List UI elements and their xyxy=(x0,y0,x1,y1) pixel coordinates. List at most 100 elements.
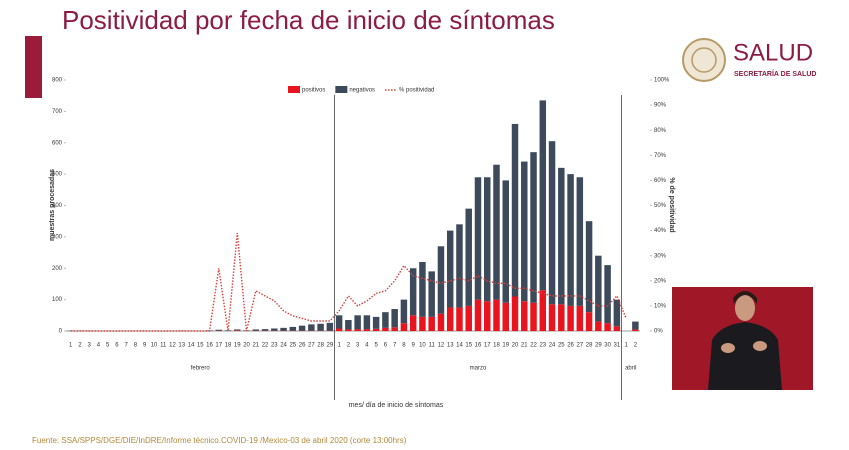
bar xyxy=(474,299,482,331)
bar xyxy=(613,326,621,331)
bar xyxy=(261,329,269,331)
bar xyxy=(382,327,389,331)
y2-tick-label: 80% xyxy=(654,128,667,134)
group-label: marzo xyxy=(470,366,487,372)
x-tick-label: 14 xyxy=(188,343,195,349)
x-tick-label: 13 xyxy=(178,343,185,349)
bar xyxy=(382,312,389,328)
x-tick-label: 1 xyxy=(337,343,341,349)
y2-tick-label: 40% xyxy=(654,228,667,234)
x-tick-label: 5 xyxy=(106,343,110,349)
y2-tick-label: 50% xyxy=(654,203,667,209)
bar xyxy=(632,321,639,330)
bar xyxy=(595,321,602,331)
x-tick-label: 9 xyxy=(412,343,416,349)
y-tick-label: 0 xyxy=(59,329,63,335)
legend-swatch xyxy=(335,86,348,93)
x-tick-label: 27 xyxy=(308,343,315,349)
legend-label: negativos xyxy=(349,88,375,94)
y2-tick-label: 100% xyxy=(654,78,670,84)
bar xyxy=(317,323,324,331)
x-tick-label: 8 xyxy=(402,343,406,349)
bar xyxy=(465,305,472,331)
x-tick-label: 8 xyxy=(134,343,138,349)
x-tick-label: 5 xyxy=(374,343,378,349)
accent-bar xyxy=(25,36,42,98)
x-tick-label: 13 xyxy=(447,343,454,349)
x-tick-label: 20 xyxy=(512,343,519,349)
bar xyxy=(326,322,334,331)
x-tick-label: 21 xyxy=(521,343,528,349)
bar xyxy=(391,327,398,331)
x-tick-label: 23 xyxy=(271,343,278,349)
x-tick-label: 18 xyxy=(493,343,500,349)
x-tick-label: 7 xyxy=(125,343,129,349)
bar xyxy=(493,164,500,300)
bar xyxy=(446,230,454,308)
x-tick-label: 7 xyxy=(393,343,397,349)
interpreter-hair xyxy=(733,291,757,304)
source-note: Fuente: SSA/SPPS/DGE/DIE/InDRE/Informe t… xyxy=(32,436,407,445)
bar xyxy=(215,329,222,331)
x-tick-label: 12 xyxy=(438,343,445,349)
x-tick-label: 15 xyxy=(197,343,204,349)
bar xyxy=(484,301,491,331)
x-tick-label: 26 xyxy=(299,343,306,349)
bar xyxy=(252,329,260,331)
bar xyxy=(456,224,463,308)
bar xyxy=(604,265,611,324)
x-tick-label: 4 xyxy=(97,343,101,349)
bar xyxy=(548,304,556,331)
bar xyxy=(419,316,426,331)
bar xyxy=(530,302,537,331)
bar xyxy=(446,307,454,331)
bar xyxy=(391,309,398,328)
x-tick-label: 29 xyxy=(595,343,602,349)
bar xyxy=(521,301,528,331)
bar xyxy=(409,268,417,316)
y-tick-label: 800 xyxy=(52,78,63,84)
bar xyxy=(363,315,371,330)
bar xyxy=(400,323,408,331)
x-tick-label: 1 xyxy=(69,343,73,349)
x-tick-label: 1 xyxy=(624,343,628,349)
bar xyxy=(372,316,380,329)
bar xyxy=(493,299,500,331)
x-axis-title: mes/ día de inicio de síntomas xyxy=(349,402,444,409)
y-tick-label: 500 xyxy=(52,172,63,178)
x-tick-label: 30 xyxy=(604,343,611,349)
x-tick-label: 16 xyxy=(475,343,482,349)
bar xyxy=(354,329,361,331)
legend-label: % positividad xyxy=(399,88,434,94)
bar xyxy=(345,320,352,330)
bar xyxy=(632,329,639,331)
x-tick-label: 29 xyxy=(327,343,334,349)
bar xyxy=(409,315,417,331)
x-tick-label: 9 xyxy=(143,343,147,349)
x-tick-label: 3 xyxy=(87,343,91,349)
bar xyxy=(530,152,537,303)
x-tick-label: 3 xyxy=(356,343,360,349)
x-tick-label: 17 xyxy=(215,343,222,349)
logo: SALUD SECRETARÍA DE SALUD xyxy=(682,38,816,82)
y2-tick-label: 0% xyxy=(654,329,663,335)
bar xyxy=(428,316,435,331)
interpreter-hand xyxy=(753,341,767,351)
bar xyxy=(585,221,593,313)
bar xyxy=(308,324,315,331)
logo-text: SALUD xyxy=(733,39,813,66)
y-tick-label: 600 xyxy=(52,140,63,146)
y2-tick-label: 60% xyxy=(654,178,667,184)
bar xyxy=(613,299,621,327)
bar xyxy=(484,177,491,302)
y-tick-label: 200 xyxy=(52,266,63,272)
bar xyxy=(400,299,408,324)
bar xyxy=(428,271,435,317)
bar xyxy=(558,167,565,305)
x-tick-label: 12 xyxy=(169,343,176,349)
x-tick-label: 22 xyxy=(530,343,537,349)
bar xyxy=(585,312,593,331)
interpreter-hand xyxy=(721,343,735,353)
